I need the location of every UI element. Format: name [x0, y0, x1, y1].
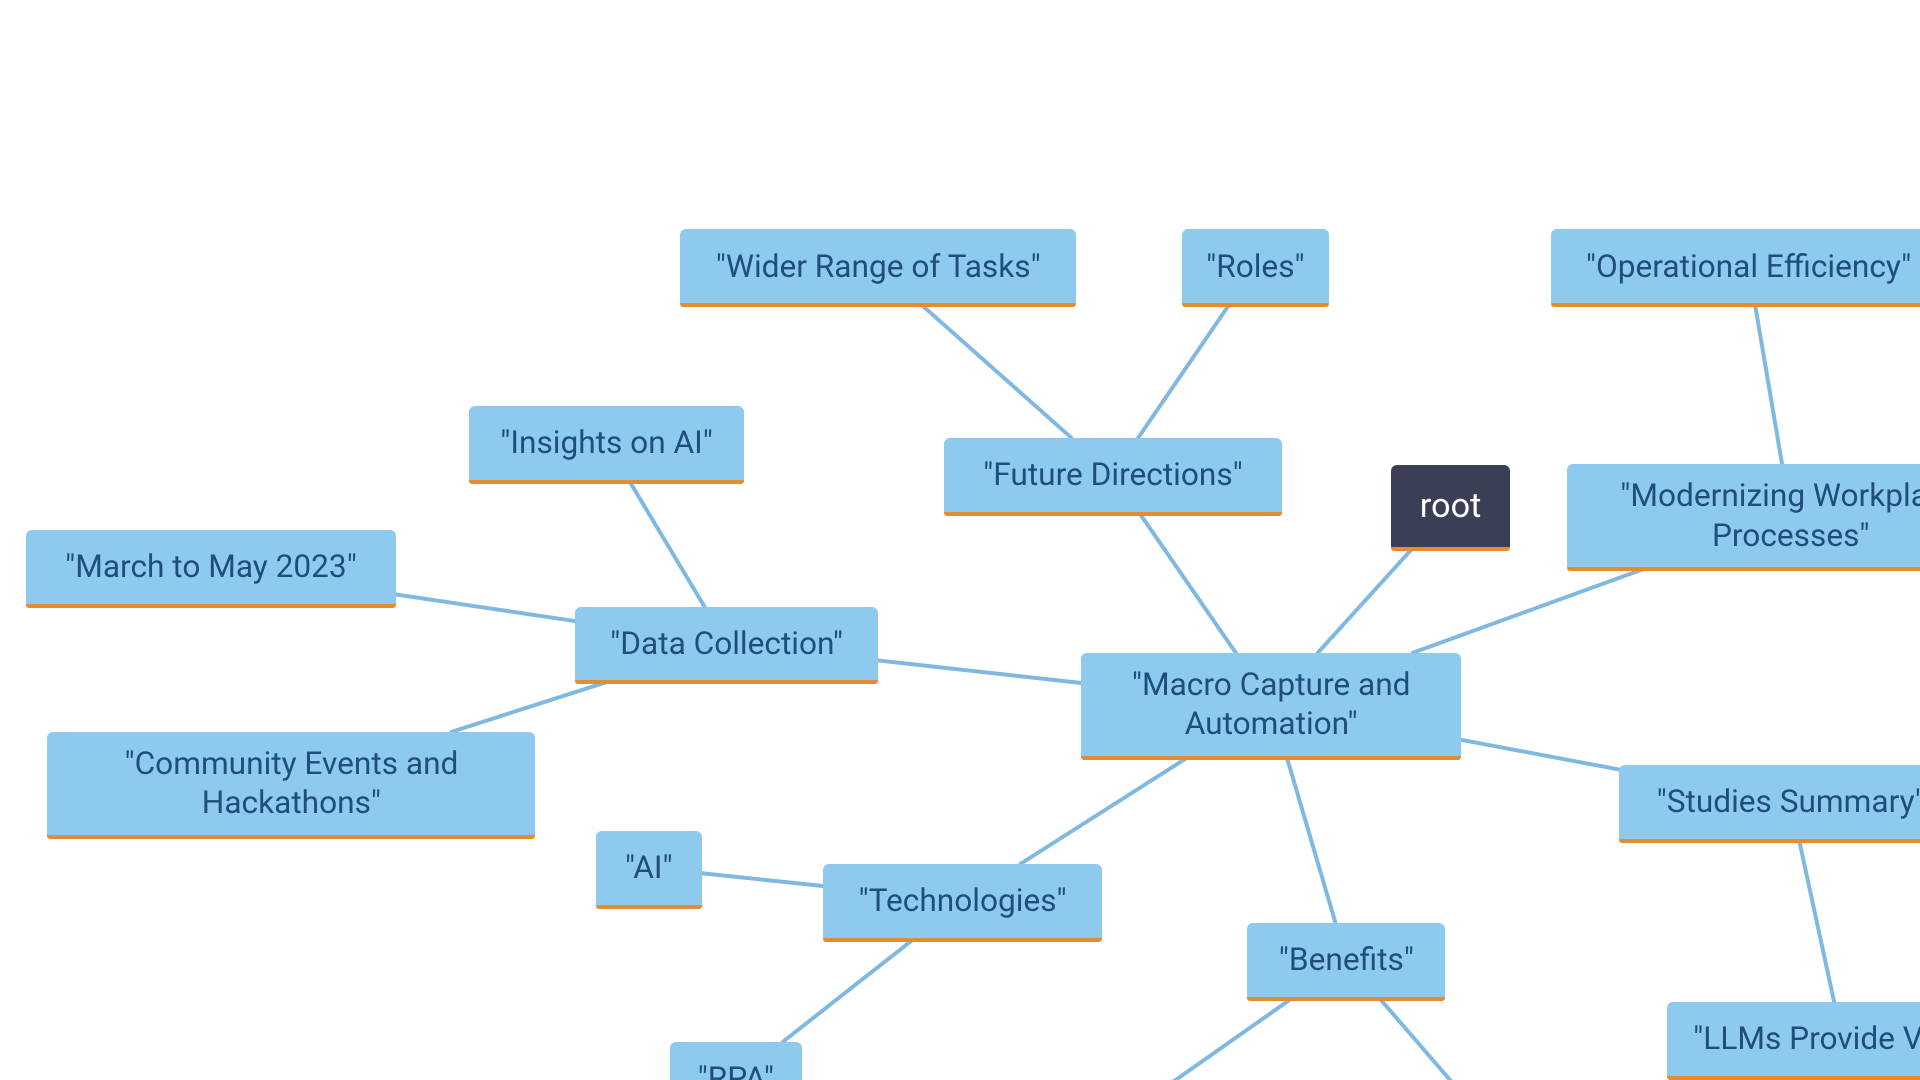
- edge: [1155, 997, 1294, 1080]
- node-label: "Studies Summary": [1657, 782, 1920, 822]
- edge: [1138, 303, 1230, 438]
- node-label: "Technologies": [859, 881, 1067, 921]
- mindmap-node: "AI": [596, 831, 701, 905]
- node-underline: [1391, 547, 1510, 551]
- edge: [396, 594, 575, 621]
- edge: [783, 938, 916, 1042]
- edge: [1378, 997, 1474, 1080]
- edge: [1138, 512, 1235, 653]
- node-underline: [1619, 839, 1920, 843]
- node-underline: [1551, 303, 1920, 307]
- mindmap-node: "Future Directions": [944, 438, 1282, 512]
- node-underline: [1247, 997, 1445, 1001]
- edge: [702, 873, 823, 886]
- node-label: "Future Directions": [983, 455, 1243, 495]
- mindmap-node: "LLMs Provide Value": [1667, 1002, 1920, 1076]
- edge: [1461, 740, 1619, 770]
- edge: [1413, 567, 1649, 653]
- node-label: "Operational Efficiency": [1586, 247, 1911, 287]
- edge: [1755, 303, 1782, 464]
- edge: [1318, 547, 1414, 652]
- node-label: "LLMs Provide Value": [1693, 1019, 1920, 1059]
- node-underline: [47, 835, 535, 839]
- edge: [452, 680, 612, 731]
- node-underline: [26, 604, 395, 608]
- node-label: "Roles": [1206, 247, 1305, 287]
- mindmap-node: "Modernizing Workplace Processes": [1567, 464, 1920, 567]
- node-label: "RPA": [698, 1059, 774, 1080]
- node-label: root: [1420, 485, 1482, 528]
- mindmap-node: "Insights on AI": [469, 406, 743, 480]
- node-underline: [469, 480, 743, 484]
- node-label: "Data Collection": [610, 624, 843, 664]
- node-underline: [944, 512, 1282, 516]
- node-label: "Modernizing Workplace Processes": [1581, 476, 1920, 555]
- mindmap-node: "March to May 2023": [26, 530, 395, 604]
- mindmap-node: "Technologies": [823, 864, 1103, 938]
- node-label: "Macro Capture and Automation": [1095, 665, 1447, 744]
- root-node: root: [1391, 465, 1510, 547]
- node-label: "AI": [625, 848, 673, 888]
- node-underline: [1182, 303, 1330, 307]
- edge: [1799, 839, 1834, 1003]
- node-underline: [1667, 1076, 1920, 1080]
- edge: [1021, 756, 1191, 864]
- mindmap-node: "Community Events and Hackathons": [47, 732, 535, 835]
- node-underline: [823, 938, 1103, 942]
- node-label: "Community Events and Hackathons": [61, 744, 521, 823]
- mindmap-node: "Data Collection": [575, 607, 878, 681]
- edge: [878, 660, 1081, 683]
- node-underline: [680, 303, 1076, 307]
- node-label: "March to May 2023": [65, 547, 357, 587]
- edge: [629, 480, 705, 607]
- mindmap-node: "Studies Summary": [1619, 765, 1920, 839]
- mindmap-node: "Operational Efficiency": [1551, 229, 1920, 303]
- edge: [1286, 756, 1335, 923]
- node-underline: [596, 905, 701, 909]
- mindmap-canvas: root "Macro Capture and Automation" "Futur…: [0, 0, 1920, 1080]
- mindmap-node: "Wider Range of Tasks": [680, 229, 1076, 303]
- node-label: "Insights on AI": [500, 423, 713, 463]
- node-underline: [1081, 756, 1461, 760]
- mindmap-node: "Benefits": [1247, 923, 1445, 997]
- node-label: "Wider Range of Tasks": [716, 247, 1041, 287]
- mindmap-node: "RPA": [670, 1042, 802, 1080]
- mindmap-node: "Macro Capture and Automation": [1081, 653, 1461, 756]
- mindmap-node: "Roles": [1182, 229, 1330, 303]
- node-underline: [1567, 567, 1920, 571]
- node-underline: [575, 680, 878, 684]
- node-label: "Benefits": [1279, 940, 1414, 980]
- edge: [920, 303, 1072, 438]
